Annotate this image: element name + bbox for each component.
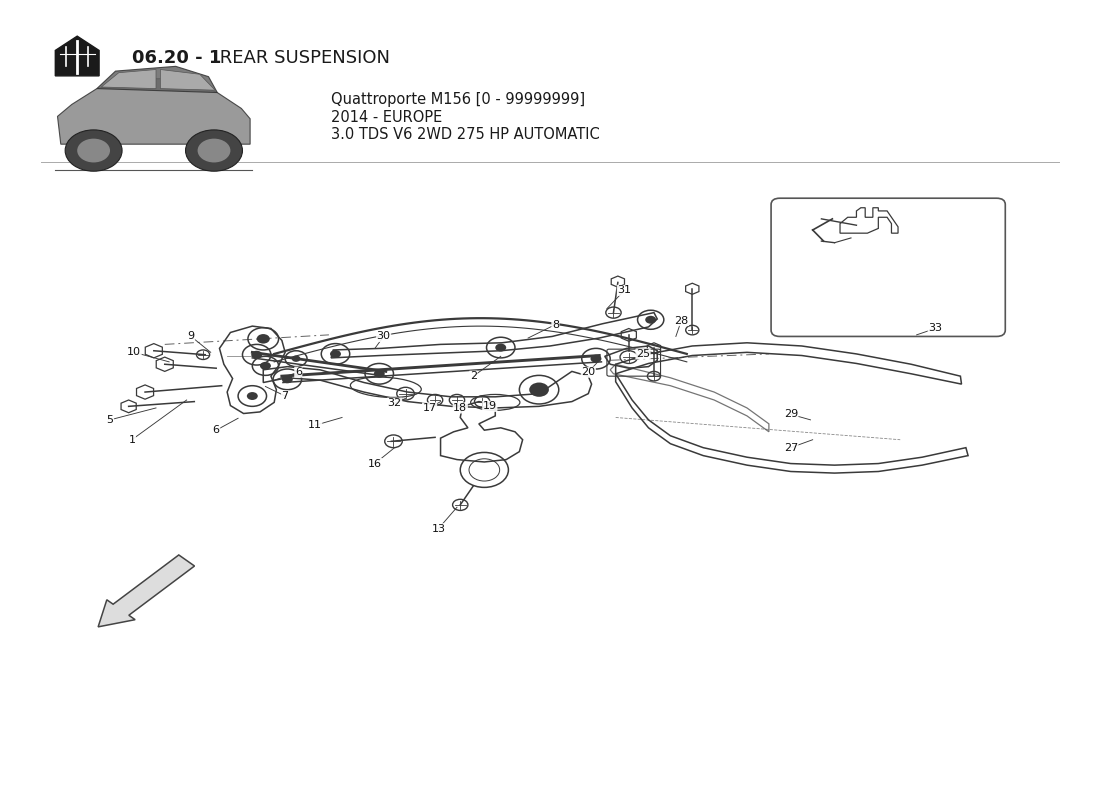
Text: 3.0 TDS V6 2WD 275 HP AUTOMATIC: 3.0 TDS V6 2WD 275 HP AUTOMATIC (331, 127, 600, 142)
Text: 8: 8 (552, 319, 559, 330)
Text: 20: 20 (581, 367, 595, 377)
Text: 6: 6 (212, 425, 220, 435)
Text: 2: 2 (470, 371, 477, 381)
Polygon shape (55, 36, 99, 76)
Text: 7: 7 (282, 391, 288, 401)
Text: 11: 11 (308, 421, 321, 430)
Circle shape (495, 343, 506, 351)
Text: 28: 28 (674, 315, 689, 326)
Text: 32: 32 (387, 398, 402, 408)
Text: 25: 25 (636, 349, 650, 359)
Text: 17: 17 (422, 403, 437, 413)
Text: 06.20 - 1: 06.20 - 1 (132, 50, 221, 67)
Text: 33: 33 (928, 323, 943, 334)
Text: 2014 - EUROPE: 2014 - EUROPE (331, 110, 442, 125)
Text: 29: 29 (783, 410, 798, 419)
Text: 27: 27 (783, 442, 798, 453)
Text: 13: 13 (431, 524, 446, 534)
FancyBboxPatch shape (771, 198, 1005, 337)
Text: 1: 1 (129, 434, 135, 445)
Circle shape (591, 354, 602, 362)
Circle shape (374, 370, 385, 378)
Circle shape (330, 350, 341, 358)
Circle shape (65, 130, 122, 171)
Circle shape (246, 392, 257, 400)
Circle shape (198, 138, 230, 162)
Text: 31: 31 (617, 286, 631, 295)
Circle shape (529, 382, 549, 397)
Text: REAR SUSPENSION: REAR SUSPENSION (214, 50, 390, 67)
Circle shape (646, 316, 657, 324)
Circle shape (251, 350, 262, 358)
Circle shape (282, 375, 293, 383)
Circle shape (256, 334, 270, 343)
Text: 6: 6 (295, 367, 301, 377)
Text: 10: 10 (128, 347, 141, 358)
Polygon shape (97, 66, 218, 93)
Text: 30: 30 (376, 331, 390, 342)
Circle shape (186, 130, 242, 171)
Polygon shape (57, 78, 250, 144)
Text: Quattroporte M156 [0 - 99999999]: Quattroporte M156 [0 - 99999999] (331, 92, 585, 107)
Circle shape (292, 355, 300, 362)
Text: 5: 5 (107, 415, 113, 425)
Polygon shape (101, 70, 156, 89)
Polygon shape (161, 70, 216, 90)
FancyArrow shape (98, 555, 195, 627)
Text: 9: 9 (187, 331, 195, 342)
Circle shape (77, 138, 110, 162)
Circle shape (260, 362, 271, 370)
Text: 18: 18 (453, 403, 468, 413)
Text: 16: 16 (367, 458, 382, 469)
Text: 19: 19 (483, 402, 497, 411)
